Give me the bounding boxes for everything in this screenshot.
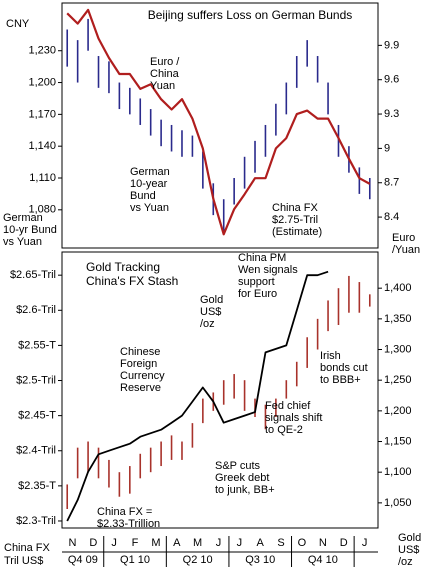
annotation: Gold: [200, 294, 223, 306]
x-tick-label: N: [68, 537, 76, 549]
annotation: China: [150, 68, 180, 80]
annotation: Currency: [120, 370, 165, 382]
x-tick-label: S: [277, 537, 284, 549]
annotation: Wen signals: [238, 264, 298, 276]
annotation: Yuan: [150, 80, 175, 92]
chart-title: Gold Tracking: [86, 260, 160, 274]
y-axis-label: vs Yuan: [3, 236, 42, 248]
x-tick-label: M: [151, 537, 160, 549]
annotation: signals shift: [265, 412, 322, 424]
annotation: Foreign: [120, 358, 157, 370]
y2-tick-label: 1,050: [384, 497, 412, 509]
y-tick-label: 1,140: [28, 140, 56, 152]
annotation: bonds cut: [320, 362, 368, 374]
y-tick-label: $2.55-T: [18, 339, 56, 351]
quarter-label: Q4 10: [308, 554, 338, 566]
y2-axis-label: /Yuan: [392, 244, 420, 256]
y2-axis-label: Gold: [398, 532, 421, 544]
annotation: support: [238, 276, 275, 288]
y-axis-label: German: [3, 212, 43, 224]
annotation: /oz: [200, 318, 215, 330]
x-tick-label: A: [257, 537, 265, 549]
annotation: Greek debt: [215, 472, 269, 484]
y2-axis-label: US$: [398, 544, 419, 556]
annotation: $2.33-Trillion: [97, 518, 160, 530]
x-tick-label: F: [132, 537, 139, 549]
y-tick-label: 1,110: [29, 172, 56, 184]
chart-title: Beijing suffers Loss on German Bunds: [148, 8, 353, 22]
y-axis-label: Tril US$: [4, 555, 43, 567]
quarter-label: Q3 10: [245, 554, 275, 566]
annotation: German: [130, 166, 170, 178]
quarter-label: Q4 09: [68, 554, 98, 566]
annotation: (Estimate): [272, 226, 322, 238]
y2-tick-label: 1,100: [384, 466, 412, 478]
annotation: to QE-2: [265, 424, 303, 436]
annotation: vs Yuan: [130, 202, 169, 214]
y-label: CNY: [6, 18, 30, 30]
annotation: China FX: [272, 202, 319, 214]
annotation: to BBB+: [320, 374, 361, 386]
annotation: $2.75-Tril: [272, 214, 318, 226]
x-tick-label: O: [298, 537, 307, 549]
series-line: [66, 8, 371, 236]
y2-tick-label: 9.3: [384, 108, 399, 120]
annotation: China FX =: [97, 506, 152, 518]
y-tick-label: $2.5-Tril: [16, 374, 56, 386]
annotation: 10-year: [130, 178, 168, 190]
annotation: to junk, BB+: [215, 484, 275, 496]
y2-tick-label: 1,250: [384, 374, 412, 386]
annotation: China PM: [238, 252, 286, 264]
annotation: Chinese: [120, 346, 160, 358]
y2-tick-label: 1,350: [384, 313, 412, 325]
x-tick-label: M: [193, 537, 202, 549]
y-tick-label: $2.65-Tril: [10, 269, 56, 281]
y-tick-label: 1,200: [28, 76, 56, 88]
y2-tick-label: 1,150: [384, 435, 412, 447]
y-tick-label: $2.4-Tril: [16, 445, 56, 457]
y-axis-label: 10-yr Bund: [3, 224, 57, 236]
x-tick-label: N: [319, 537, 327, 549]
series-line: [66, 270, 329, 522]
x-tick-label: D: [89, 537, 97, 549]
y2-tick-label: 9.9: [384, 39, 399, 51]
y-axis-label: China FX: [4, 542, 51, 554]
y-tick-label: $2.35-T: [18, 480, 56, 492]
quarter-label: Q2 10: [183, 554, 213, 566]
x-tick-label: J: [216, 537, 222, 549]
y2-tick-label: 1,200: [384, 405, 412, 417]
y2-tick-label: 8.7: [384, 177, 399, 189]
plot-frame: [61, 251, 379, 529]
y-tick-label: 1,230: [28, 45, 56, 57]
annotation: Euro /: [150, 56, 180, 68]
plot-frame: [61, 2, 379, 249]
y2-axis-label: /oz: [398, 556, 413, 568]
y2-tick-label: 9.6: [384, 74, 399, 86]
annotation: S&P cuts: [215, 460, 261, 472]
annotation: US$: [200, 306, 221, 318]
y-tick-label: $2.45-T: [18, 410, 56, 422]
quarter-label: Q1 10: [120, 554, 150, 566]
x-tick-label: J: [111, 537, 117, 549]
x-tick-label: A: [173, 537, 181, 549]
annotation: Reserve: [120, 382, 161, 394]
annotation: Irish: [320, 350, 341, 362]
x-tick-label: D: [340, 537, 348, 549]
y2-tick-label: 1,400: [384, 282, 412, 294]
y2-tick-label: 8.4: [384, 211, 399, 223]
annotation: Bund: [130, 190, 156, 202]
y-tick-label: 1,170: [28, 108, 56, 120]
y2-tick-label: 9: [384, 142, 390, 154]
annotation: for Euro: [238, 288, 277, 300]
x-tick-label: J: [362, 537, 368, 549]
y-tick-label: $2.3-Tril: [16, 515, 56, 527]
x-tick-label: J: [237, 537, 243, 549]
y-tick-label: $2.6-Tril: [16, 304, 56, 316]
y2-tick-label: 1,300: [384, 343, 412, 355]
y2-axis-label: Euro: [392, 232, 415, 244]
y-tick-label: 1,080: [28, 204, 56, 216]
annotation: Fed chief: [265, 400, 311, 412]
chart-title: China's FX Stash: [86, 274, 178, 288]
